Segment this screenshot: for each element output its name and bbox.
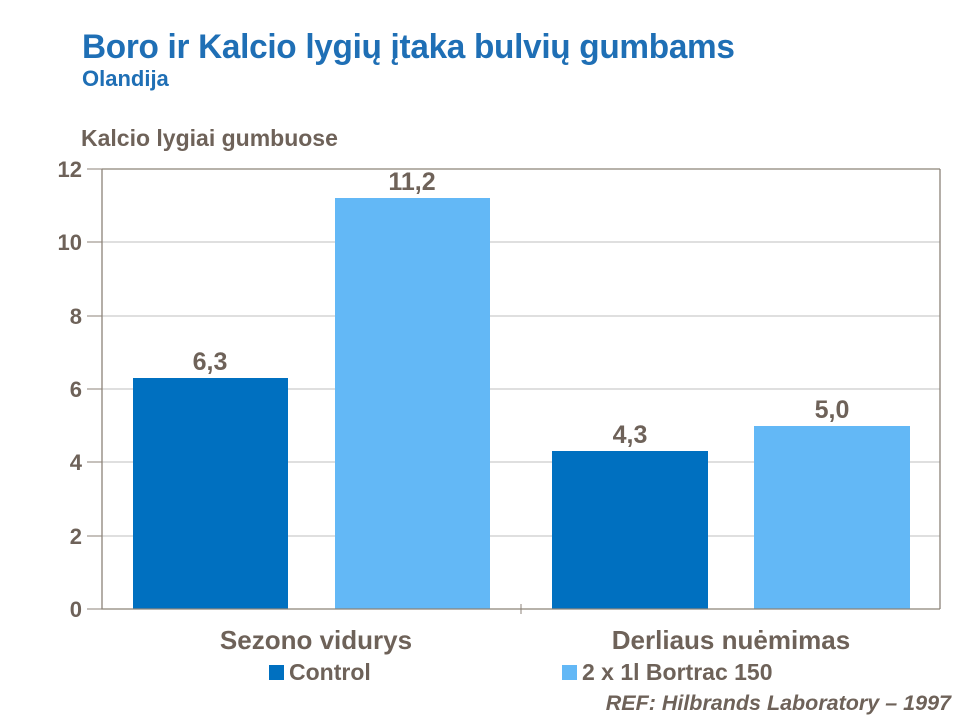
svg-text:2 x 1l Bortrac 150: 2 x 1l Bortrac 150 <box>582 659 773 685</box>
svg-text:6: 6 <box>70 377 82 402</box>
svg-text:5,0: 5,0 <box>815 396 850 424</box>
svg-text:10: 10 <box>58 230 82 255</box>
svg-text:4,3: 4,3 <box>613 421 648 449</box>
svg-text:2: 2 <box>70 524 82 549</box>
svg-text:8: 8 <box>70 304 82 329</box>
svg-text:0: 0 <box>70 597 82 622</box>
svg-text:REF: Hilbrands Laboratory – 19: REF: Hilbrands Laboratory – 1997 <box>606 691 952 715</box>
svg-text:4: 4 <box>70 450 83 475</box>
svg-text:12: 12 <box>58 157 82 182</box>
svg-text:Derliaus nuėmimas: Derliaus nuėmimas <box>612 625 850 655</box>
svg-text:Sezono vidurys: Sezono vidurys <box>220 625 412 655</box>
svg-text:11,2: 11,2 <box>388 168 435 196</box>
svg-text:6,3: 6,3 <box>193 348 228 376</box>
svg-text:Control: Control <box>289 659 371 685</box>
